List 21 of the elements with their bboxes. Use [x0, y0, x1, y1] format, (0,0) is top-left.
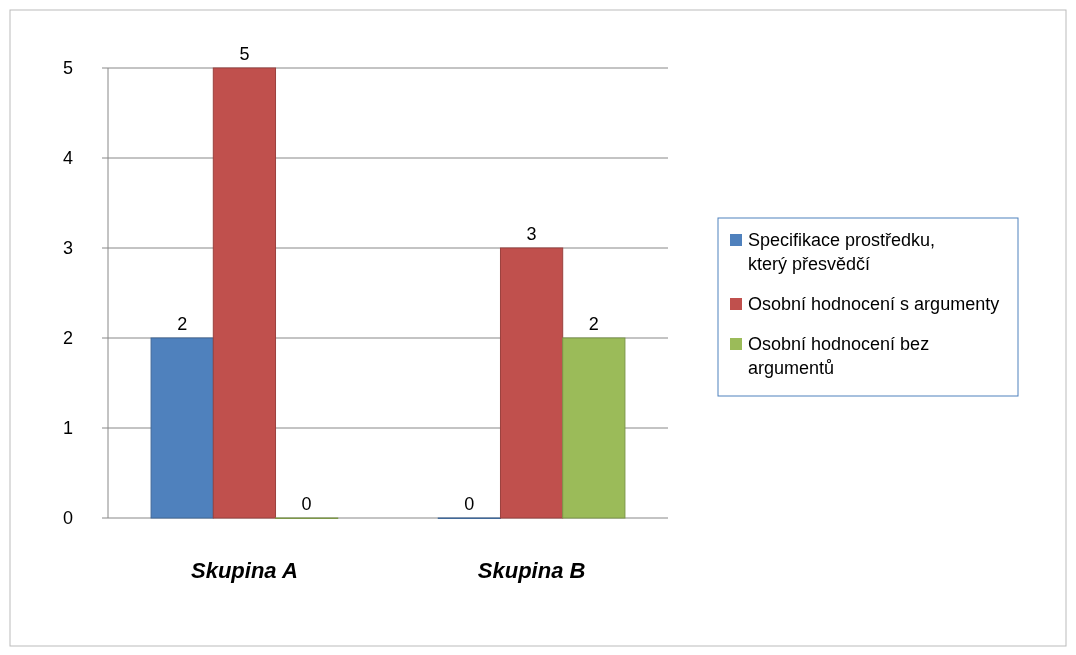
data-label: 2 — [588, 314, 599, 334]
bar — [212, 67, 277, 519]
bar — [562, 337, 626, 519]
y-tick-label: 1 — [62, 418, 74, 439]
bar — [150, 337, 214, 519]
y-tick-label: 3 — [62, 238, 74, 259]
x-tick-label: Skupina A — [191, 558, 298, 583]
data-label: 3 — [526, 224, 537, 244]
x-tick-label: Skupina B — [477, 558, 586, 583]
bar — [499, 247, 564, 519]
legend-label: Osobní hodnocení s argumenty — [748, 294, 1000, 314]
data-label: 5 — [239, 44, 250, 64]
y-tick-label: 2 — [62, 328, 74, 349]
legend-label: Specifikace prostředku, který přesvědčí — [748, 230, 936, 274]
y-tick-label: 0 — [62, 508, 74, 529]
y-tick-label: 5 — [62, 58, 74, 79]
data-label: 0 — [464, 494, 475, 514]
data-label: 2 — [177, 314, 188, 334]
y-tick-label: 4 — [62, 148, 74, 169]
data-label: 0 — [301, 494, 312, 514]
legend-label: Osobní hodnocení bez argumentů — [748, 334, 930, 378]
